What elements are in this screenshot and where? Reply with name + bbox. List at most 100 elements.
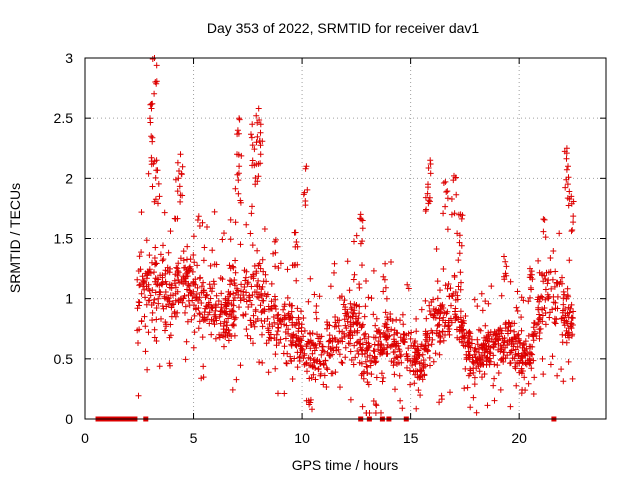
data-point [388,326,395,333]
data-point [324,321,331,328]
data-point [205,311,212,318]
data-point [280,306,287,313]
data-point-peak [444,195,451,202]
data-point [350,319,357,326]
data-point [175,276,182,283]
data-point [570,308,577,315]
data-point [560,301,567,308]
data-points [134,55,577,416]
data-point [312,376,319,383]
data-point [212,301,219,308]
data-point [153,316,160,323]
data-point [462,365,469,372]
data-point-peak [235,190,242,197]
data-point [447,389,453,396]
data-point-peak [568,228,575,235]
data-point [526,349,533,356]
data-point [275,311,282,318]
data-point [184,318,191,325]
data-point [540,278,547,285]
data-point [194,217,201,223]
data-point [186,267,193,274]
data-point [547,255,554,261]
data-point [304,368,310,375]
data-point-peak [427,170,434,177]
data-point-peak [153,78,160,85]
data-point [254,247,261,254]
data-point [385,328,391,335]
data-point [298,308,304,315]
data-point [413,328,420,335]
data-point [484,402,491,409]
data-point [470,365,477,372]
data-point [329,351,335,358]
data-point [415,347,422,354]
data-point [514,332,521,339]
data-point-peak [565,174,572,181]
data-point [505,319,512,326]
data-point [459,328,466,334]
data-point [511,328,518,335]
y-tick-label: 3 [65,50,73,66]
data-point [354,348,361,354]
data-point [198,283,205,290]
data-point [566,257,573,264]
data-point [388,358,395,365]
data-point [539,306,545,313]
data-point-peak [456,250,463,257]
data-point [553,279,560,286]
data-point [190,233,197,240]
data-point [142,294,148,301]
data-point [502,321,509,328]
data-point [232,257,239,264]
data-point-peak [254,133,261,140]
data-point [391,327,398,334]
data-point [331,260,338,267]
data-point-peak [359,225,366,232]
data-point [482,298,489,305]
data-point [134,305,141,312]
data-point-peak [566,188,573,195]
data-point [277,336,284,343]
data-point [271,293,278,300]
data-point [509,336,516,343]
data-point [363,278,369,284]
data-point-peak [249,121,256,128]
data-point [404,355,411,362]
data-point [180,248,187,255]
data-point [211,208,218,215]
data-point [526,343,533,350]
data-point [332,314,339,320]
data-point [231,277,238,283]
data-point [475,346,482,353]
data-point [372,322,379,329]
data-point [384,341,391,348]
data-point [351,271,358,278]
data-point [294,305,301,312]
data-point [183,338,190,345]
data-point [549,306,556,313]
data-point [142,270,149,277]
data-point [384,316,391,323]
data-point [414,346,421,353]
data-point [295,328,302,335]
data-point [158,280,165,287]
data-point [372,359,379,366]
data-point [536,335,543,342]
data-point [175,269,182,276]
data-point [247,322,254,328]
data-point [551,319,558,326]
data-point [201,316,208,323]
data-point [341,297,348,304]
data-point [289,314,296,321]
data-point [536,298,543,305]
axis-ticks: 0 0.5 1 1.5 2 2.5 3 0 5 10 15 20 [54,50,606,446]
data-point [508,340,515,347]
data-point [428,299,435,305]
data-point [396,348,403,355]
data-point [248,210,255,217]
data-point [518,314,525,321]
data-point [155,295,162,302]
data-point [244,281,251,287]
data-point [550,248,557,254]
